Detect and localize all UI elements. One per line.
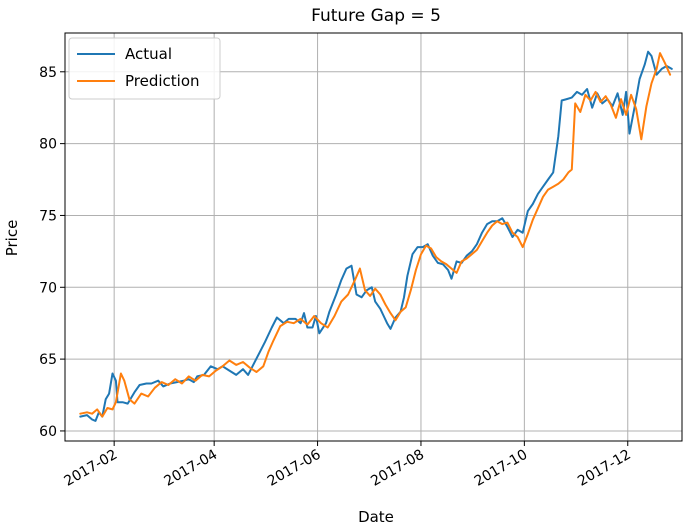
legend-label-prediction: Prediction <box>125 72 200 90</box>
y-tick-label: 85 <box>39 65 57 81</box>
x-tick-label: 2017-10 <box>472 447 531 490</box>
x-tick-label: 2017-12 <box>575 447 634 490</box>
legend: Actual Prediction <box>68 37 221 100</box>
y-tick-label: 65 <box>39 352 57 368</box>
legend-label-actual: Actual <box>125 45 172 63</box>
y-tick-label: 60 <box>39 424 57 440</box>
x-tick-label: 2017-04 <box>162 447 221 490</box>
x-tick-label: 2017-02 <box>61 447 120 490</box>
y-tick-label: 70 <box>39 280 57 296</box>
series-line-prediction <box>79 52 672 418</box>
x-tick-label: 2017-08 <box>368 447 427 490</box>
series-line-actual <box>79 50 673 422</box>
chart-title: Future Gap = 5 <box>311 6 441 26</box>
plot-area-frame <box>64 32 683 442</box>
axis-ticks: 60 65 70 75 80 85 2017-02 2017-04 2017-06 2017-08… <box>39 65 634 490</box>
series-layer <box>79 50 673 422</box>
y-tick-label: 75 <box>39 208 57 224</box>
y-tick-label: 80 <box>39 137 57 153</box>
y-axis-title: Price <box>3 220 21 257</box>
x-tick-label: 2017-06 <box>265 447 324 490</box>
x-axis-title: Date <box>358 508 394 526</box>
